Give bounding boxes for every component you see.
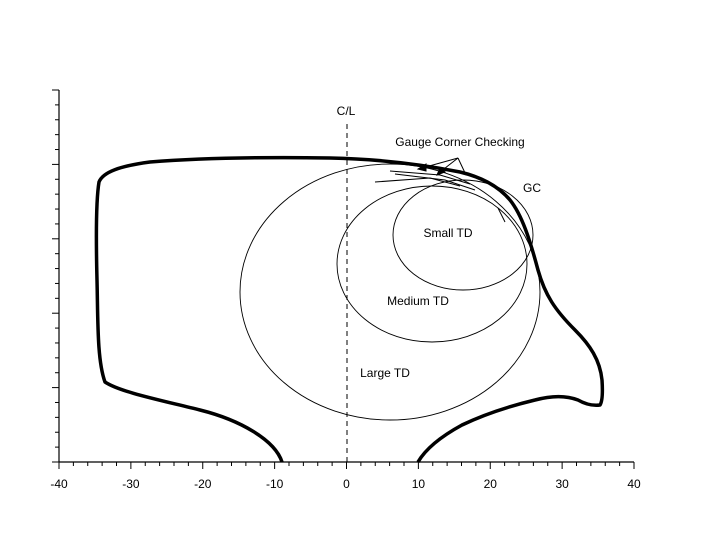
rail-profile: [94, 155, 605, 463]
arrowhead: [416, 163, 427, 172]
x-tick-label: 0: [343, 477, 350, 491]
arrow: [439, 157, 459, 173]
large-td-label: Large TD: [360, 366, 410, 380]
crack: [497, 207, 506, 223]
y-axis-ticks: [52, 89, 59, 463]
gauge-corner-cracks: [374, 170, 506, 223]
arrow: [457, 157, 467, 176]
pointer-arrows: [416, 157, 467, 176]
x-tick-label: 20: [484, 477, 498, 491]
x-tick-label: -40: [50, 477, 68, 491]
x-tick-label: -30: [122, 477, 140, 491]
x-tick-label: 30: [555, 477, 569, 491]
x-tick-label: 10: [412, 477, 426, 491]
axes: [52, 89, 634, 463]
arrowhead: [436, 167, 446, 176]
crack: [394, 173, 476, 191]
x-tick-label: -10: [266, 477, 284, 491]
medium-td-label: Medium TD: [387, 294, 449, 308]
x-tick-label: -20: [194, 477, 212, 491]
crack: [389, 170, 471, 185]
x-tick-label: 40: [627, 477, 641, 491]
gauge-corner-label: Gauge Corner Checking: [395, 135, 524, 149]
arrow: [421, 157, 459, 169]
small-td: [392, 179, 534, 291]
centerline-label: C/L: [337, 104, 356, 118]
large-td: [239, 163, 541, 421]
medium-td: [336, 185, 528, 343]
crack: [374, 177, 461, 187]
gc-label: GC: [523, 181, 541, 195]
small-td-label: Small TD: [423, 226, 472, 240]
